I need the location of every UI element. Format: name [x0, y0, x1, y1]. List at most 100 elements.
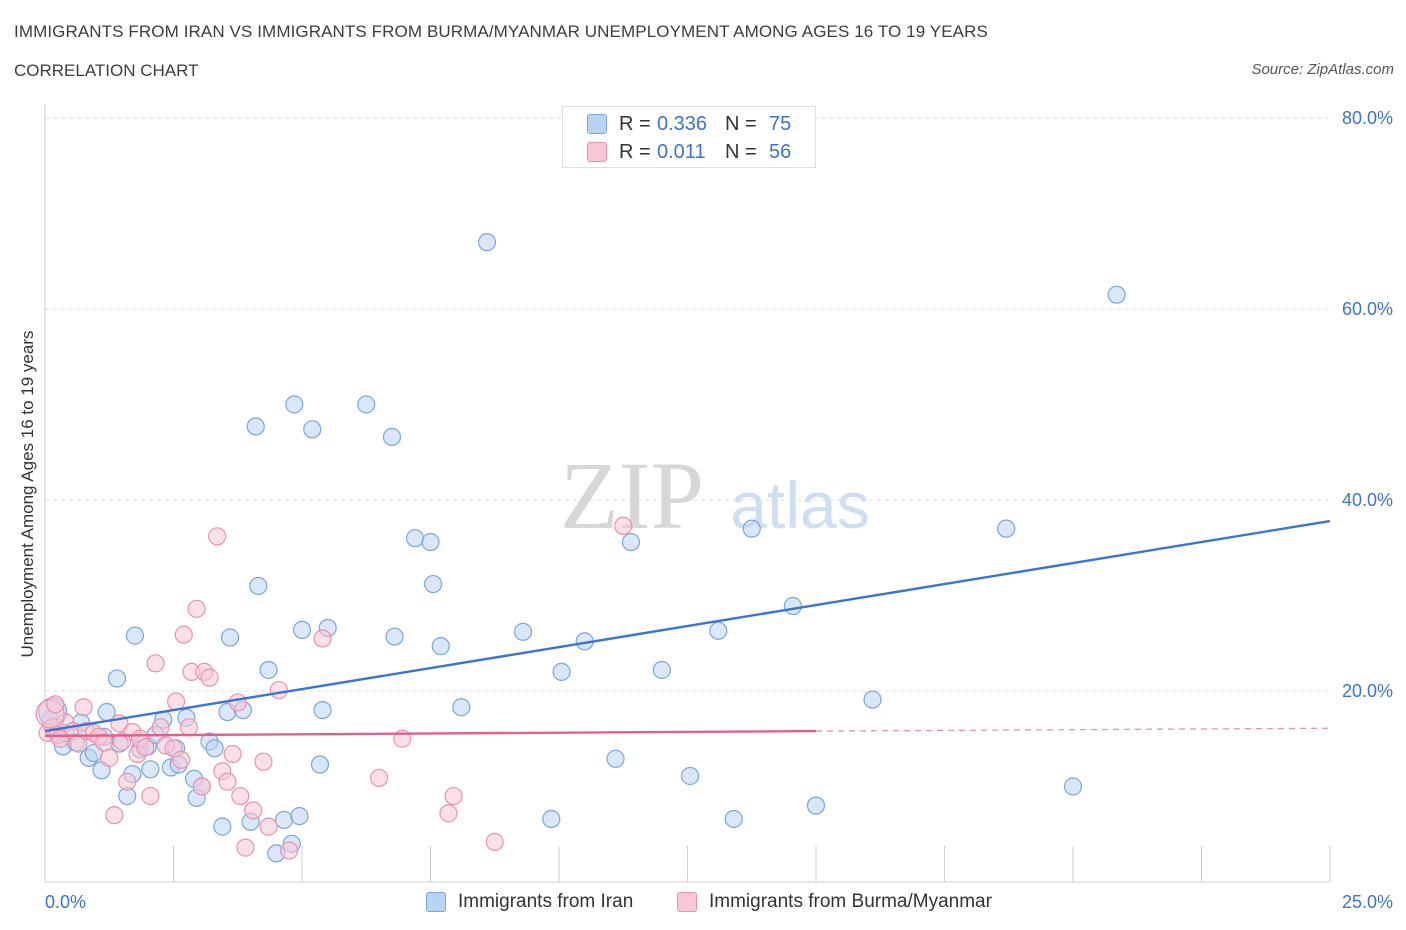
- axes: [44, 104, 1331, 883]
- y-tick-label: 80.0%: [1342, 108, 1393, 128]
- iran-point: [621, 532, 641, 552]
- iran-point: [783, 596, 802, 616]
- burma-point: [259, 817, 278, 836]
- chart-subtitle: CORRELATION CHART: [14, 61, 199, 80]
- iran-point: [385, 627, 404, 646]
- iran-point: [274, 810, 294, 830]
- iran-point: [1107, 285, 1126, 304]
- x-tick-label: 25.0%: [1342, 892, 1393, 912]
- r-value: 0.011: [657, 140, 706, 163]
- iran-point: [452, 698, 471, 717]
- burma-point: [228, 693, 247, 712]
- burma-point: [439, 804, 458, 823]
- burma-point: [254, 752, 273, 771]
- iran-point: [310, 755, 330, 774]
- iran-point: [220, 628, 240, 647]
- burma-trend-extension: [815, 727, 1331, 732]
- iran-point: [205, 739, 224, 758]
- iran-point: [303, 420, 322, 439]
- iran-point: [423, 574, 443, 594]
- burma-point: [174, 625, 193, 644]
- y-tick-label: 40.0%: [1342, 490, 1393, 510]
- burma-point: [141, 786, 160, 806]
- iran-point: [246, 417, 265, 436]
- legend-label-burma: Immigrants from Burma/Myanmar: [709, 891, 992, 912]
- burma-point: [187, 599, 206, 618]
- iran-point: [513, 622, 533, 641]
- iran-swatch-icon: [587, 114, 607, 134]
- iran-point: [313, 700, 332, 720]
- n-value: 56: [769, 140, 792, 163]
- burma-point: [208, 527, 227, 546]
- burma-point: [614, 516, 633, 535]
- burma-trend-line: [44, 729, 817, 738]
- y-tick-label: 60.0%: [1342, 299, 1393, 319]
- iran-point: [285, 395, 304, 414]
- tick-labels: 20.0% 40.0% 60.0% 80.0% 0.0% 25.0%: [45, 108, 1393, 912]
- iran-point: [863, 690, 882, 709]
- stats-legend: R = 0.336 N = 75 R = 0.011 N = 56: [562, 106, 816, 168]
- burma-point: [46, 695, 65, 714]
- iran-legend-swatch-icon: [426, 892, 446, 912]
- iran-point: [477, 233, 497, 252]
- burma-swatch-icon: [587, 142, 607, 162]
- burma-point: [485, 832, 504, 851]
- n-label: N =: [725, 112, 757, 135]
- burma-point: [105, 806, 124, 825]
- iran-point: [742, 519, 761, 538]
- iran-point: [680, 766, 700, 786]
- iran-point: [709, 621, 728, 640]
- iran-point: [141, 760, 160, 779]
- iran-point: [724, 809, 743, 829]
- iran-point: [259, 660, 278, 680]
- data-points: [35, 233, 1126, 863]
- iran-point: [421, 532, 440, 552]
- burma-point: [136, 738, 155, 757]
- y-tick-label: 20.0%: [1342, 681, 1393, 701]
- iran-point: [213, 817, 232, 836]
- burma-point: [166, 692, 186, 711]
- burma-point: [444, 786, 463, 806]
- burma-point: [200, 668, 219, 687]
- iran-point: [125, 626, 145, 645]
- iran-trend-line: [44, 519, 1331, 733]
- burma-point: [223, 744, 242, 764]
- r-value: 0.336: [657, 112, 708, 135]
- iran-point: [405, 529, 425, 548]
- burma-point: [231, 786, 250, 806]
- n-label: N =: [725, 140, 757, 163]
- burma-legend-swatch-icon: [677, 892, 697, 912]
- iran-point: [997, 519, 1016, 538]
- iran-point: [606, 749, 625, 768]
- burma-point: [179, 718, 199, 737]
- stats-legend-row-iran: R = 0.336 N = 75: [587, 112, 791, 136]
- iran-point: [1063, 777, 1083, 796]
- burma-point: [370, 768, 389, 788]
- iran-point: [542, 809, 561, 829]
- r-label: R =: [619, 140, 651, 163]
- iran-point: [292, 620, 312, 639]
- iran-point: [652, 660, 671, 680]
- iran-point: [107, 669, 127, 688]
- burma-point: [218, 772, 237, 791]
- burma-point: [192, 777, 211, 796]
- burma-point: [74, 698, 93, 717]
- legend-item-burma: Immigrants from Burma/Myanmar: [677, 889, 992, 915]
- n-value: 75: [769, 112, 792, 135]
- burma-point: [313, 629, 332, 648]
- legend-label-iran: Immigrants from Iran: [458, 891, 634, 912]
- burma-point: [269, 680, 288, 700]
- burma-point: [244, 801, 263, 820]
- iran-point: [806, 796, 826, 815]
- x-tick-label: 0.0%: [45, 892, 86, 912]
- grid-lines: [45, 117, 1330, 692]
- trend-lines: [44, 519, 1331, 738]
- burma-point: [280, 841, 299, 860]
- legend-item-iran: Immigrants from Iran: [426, 889, 633, 915]
- iran-point: [249, 576, 268, 596]
- burma-point: [118, 772, 137, 791]
- burma-point: [146, 654, 165, 673]
- burma-point: [151, 718, 170, 737]
- chart-title: IMMIGRANTS FROM IRAN VS IMMIGRANTS FROM …: [14, 22, 988, 41]
